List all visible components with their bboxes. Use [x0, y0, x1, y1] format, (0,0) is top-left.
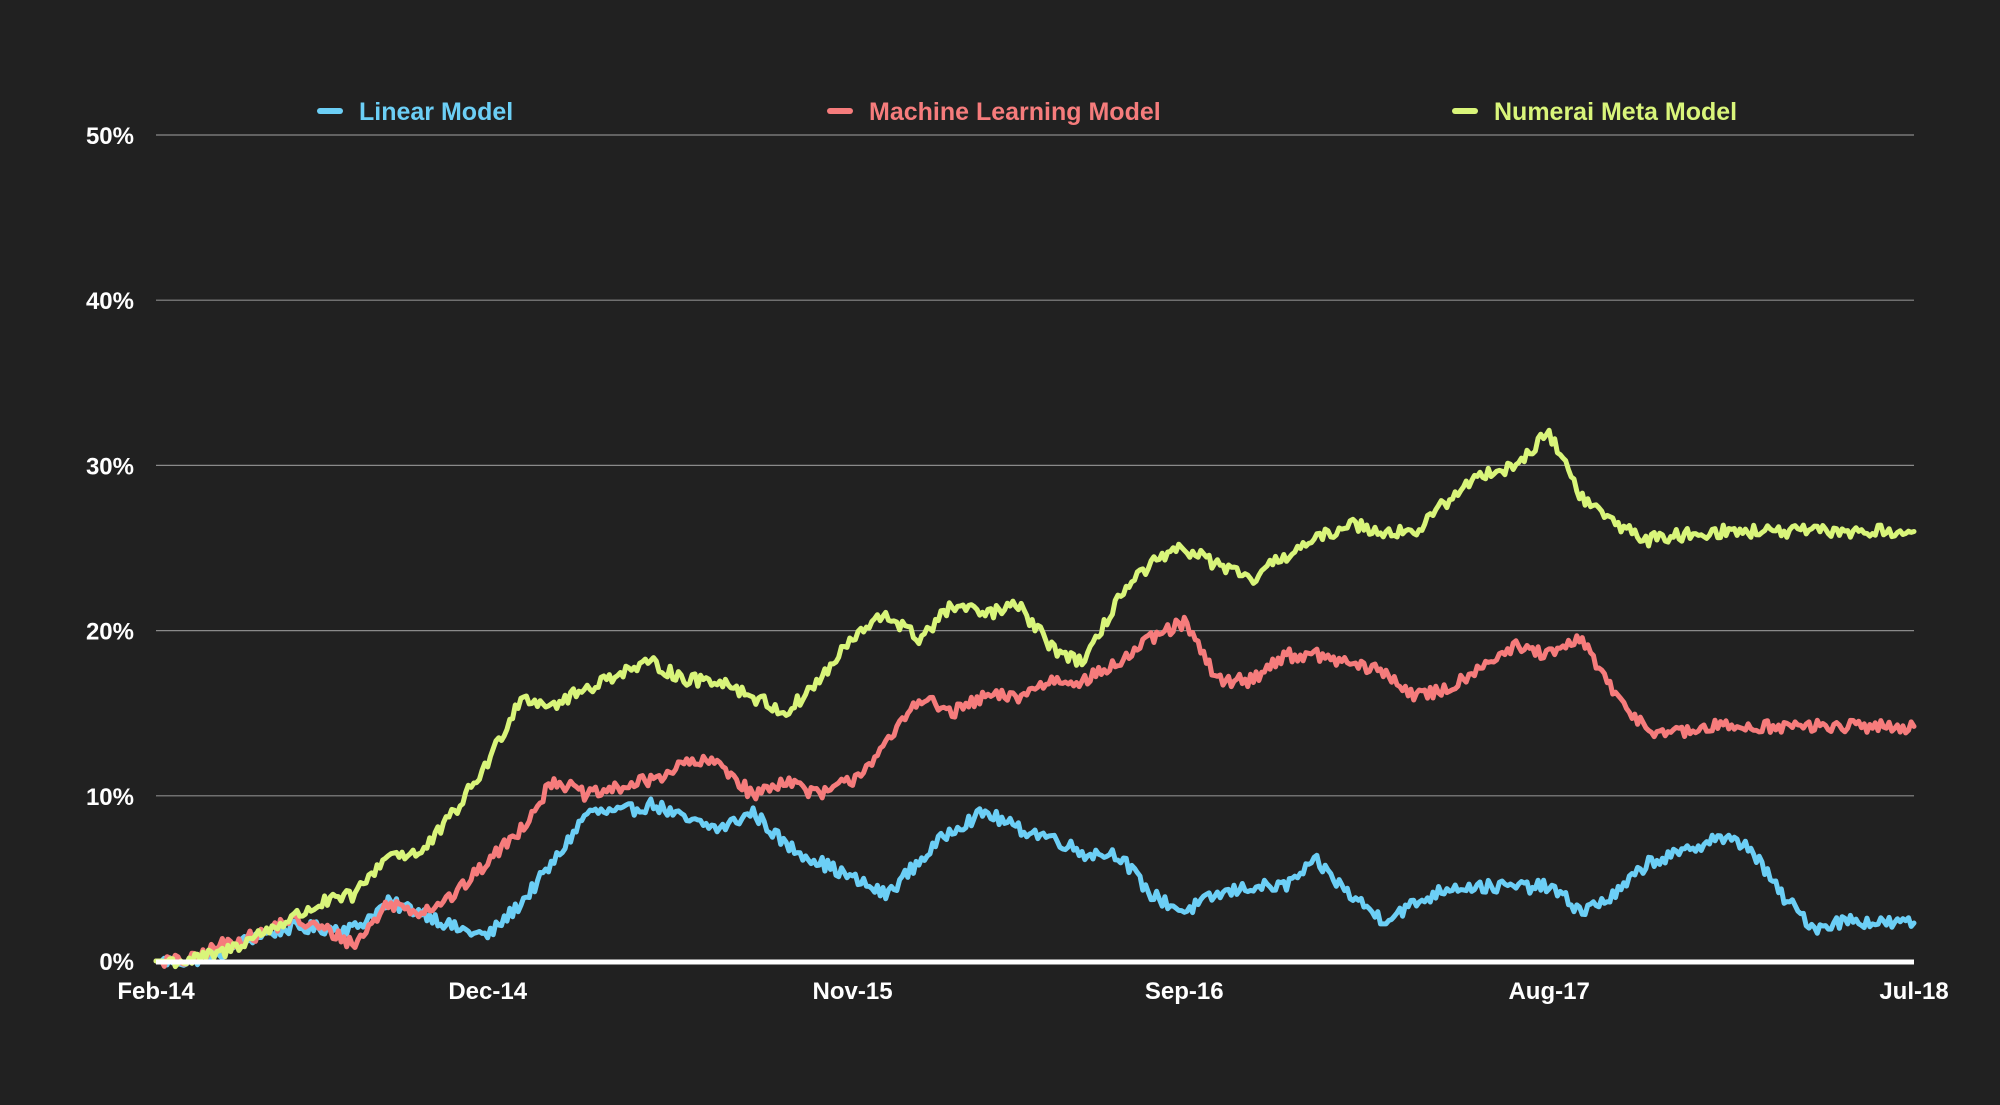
series-lines: [153, 427, 1917, 970]
legend-label: Machine Learning Model: [869, 98, 1161, 126]
y-tick-label: 0%: [99, 949, 134, 976]
y-tick-label: 20%: [86, 619, 134, 646]
x-tick-label: Feb-14: [117, 978, 195, 1005]
legend-label: Numerai Meta Model: [1494, 98, 1737, 126]
y-tick-label: 30%: [86, 453, 134, 480]
series-line-numerai-meta-model: [153, 427, 1917, 970]
y-axis-tick-labels: 0% 10% 20% 30% 40% 50%: [86, 123, 134, 976]
gridlines: [156, 134, 1914, 797]
x-axis-tick-labels: Feb-14 Dec-14 Nov-15 Sep-16 Aug-17 Jul-18: [117, 978, 1948, 1005]
series-line-linear-model: [153, 796, 1917, 968]
legend-item: Linear Model: [317, 98, 513, 126]
x-tick-label: Dec-14: [448, 978, 527, 1005]
legend-label: Linear Model: [359, 98, 513, 126]
legend-item: Numerai Meta Model: [1452, 98, 1737, 126]
legend: Linear Model Machine Learning Model Numera…: [317, 98, 1737, 126]
legend-item: Machine Learning Model: [827, 98, 1161, 126]
series-line-machine-learning-model: [153, 614, 1917, 969]
x-tick-label: Aug-17: [1508, 978, 1589, 1005]
x-tick-label: Jul-18: [1879, 978, 1948, 1005]
y-tick-label: 10%: [86, 784, 134, 811]
x-tick-label: Nov-15: [813, 978, 893, 1005]
y-tick-label: 50%: [86, 123, 134, 150]
x-tick-label: Sep-16: [1145, 978, 1224, 1005]
y-tick-label: 40%: [86, 288, 134, 315]
